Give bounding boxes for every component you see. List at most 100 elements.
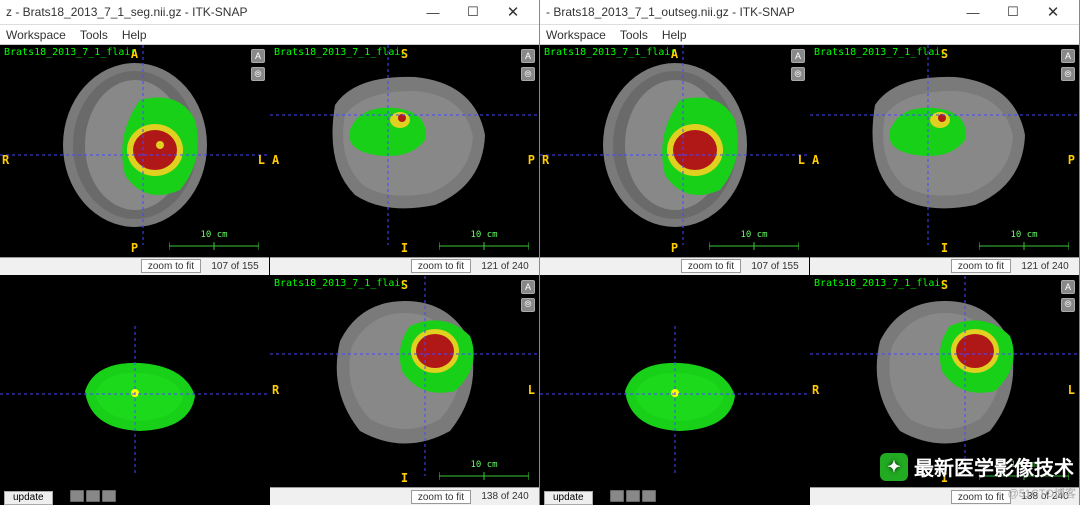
zoom-to-fit-button[interactable]: zoom to fit [411, 259, 471, 273]
blog-credit: @51CTO博客 [1008, 485, 1076, 501]
pane-statusbar: zoom to fit 138 of 240 [270, 487, 539, 505]
scale-bar: 10 cm [439, 230, 529, 251]
expand-icon[interactable]: A [521, 49, 535, 63]
watermark-text: 最新医学影像技术 [914, 452, 1074, 481]
zoom-to-fit-button[interactable]: zoom to fit [411, 490, 471, 504]
menu-tools[interactable]: Tools [620, 28, 648, 42]
orient-left: L [528, 383, 535, 397]
expand-icon[interactable]: A [251, 49, 265, 63]
menubar: Workspace Tools Help [540, 25, 1079, 45]
menu-help[interactable]: Help [662, 28, 687, 42]
orient-superior: S [401, 47, 408, 61]
render-3d-pane[interactable]: update [540, 276, 809, 505]
close-button[interactable]: ✕ [493, 1, 533, 23]
expand-icon[interactable]: A [791, 49, 805, 63]
coronal-pane[interactable]: Brats18_2013_7_1_flair S I R L A⦾ [270, 276, 539, 505]
render-3d-mesh [605, 351, 745, 441]
overlay-title: Brats18_2013_7_1_flair [544, 47, 676, 58]
camera-icon[interactable] [86, 490, 100, 502]
axial-seg [110, 90, 230, 210]
minimize-button[interactable]: — [953, 1, 993, 23]
itk-snap-window-right: - Brats18_2013_7_1_outseg.nii.gz - ITK-S… [540, 0, 1080, 505]
orient-right: R [2, 153, 9, 167]
zoom-to-fit-button[interactable]: zoom to fit [951, 259, 1011, 273]
sagittal-seg [880, 100, 980, 170]
orient-inferior: I [941, 241, 948, 255]
wechat-icon: ✦ [880, 453, 908, 481]
render-tools [70, 487, 116, 505]
zoom-to-fit-button[interactable]: zoom to fit [951, 490, 1011, 504]
camera-icon[interactable]: ⦾ [521, 298, 535, 312]
menu-workspace[interactable]: Workspace [546, 28, 606, 42]
camera-icon[interactable]: ⦾ [1061, 67, 1075, 81]
axial-pane[interactable]: Brats18_2013_7_1_flair A P R L A⦾ 10 cm … [540, 45, 809, 275]
titlebar[interactable]: z - Brats18_2013_7_1_seg.nii.gz - ITK-SN… [0, 0, 539, 25]
reset-icon[interactable] [642, 490, 656, 502]
titlebar[interactable]: - Brats18_2013_7_1_outseg.nii.gz - ITK-S… [540, 0, 1079, 25]
expand-icon[interactable]: A [521, 280, 535, 294]
scale-bar: 10 cm [709, 230, 799, 251]
screenshot-icon[interactable] [70, 490, 84, 502]
sagittal-pane[interactable]: Brats18_2013_7_1_flair S I A P A⦾ 10 cm … [810, 45, 1079, 275]
orient-inferior: I [401, 241, 408, 255]
expand-icon[interactable]: A [1061, 280, 1075, 294]
menu-workspace[interactable]: Workspace [6, 28, 66, 42]
itk-snap-window-left: z - Brats18_2013_7_1_seg.nii.gz - ITK-SN… [0, 0, 540, 505]
orient-superior: S [941, 47, 948, 61]
sagittal-pane[interactable]: Brats18_2013_7_1_flair S I A P A⦾ [270, 45, 539, 275]
pane-statusbar: zoom to fit 107 of 155 [540, 257, 809, 275]
camera-icon[interactable]: ⦾ [791, 67, 805, 81]
close-button[interactable]: ✕ [1033, 1, 1073, 23]
render-3d-mesh [65, 351, 205, 441]
overlay-title: Brats18_2013_7_1_flair [814, 278, 946, 289]
window-title: z - Brats18_2013_7_1_seg.nii.gz - ITK-SN… [6, 5, 413, 19]
watermark: ✦ 最新医学影像技术 [880, 452, 1074, 481]
slice-indicator: 107 of 155 [745, 261, 805, 272]
overlay-title: Brats18_2013_7_1_flair [274, 278, 406, 289]
coronal-seg [390, 311, 490, 401]
scale-bar: 10 cm [169, 230, 259, 251]
expand-icon[interactable]: A [1061, 49, 1075, 63]
orient-left: L [258, 153, 265, 167]
menu-help[interactable]: Help [122, 28, 147, 42]
camera-icon[interactable]: ⦾ [251, 67, 265, 81]
update-button[interactable]: update [4, 491, 53, 505]
orient-anterior: A [812, 153, 819, 167]
orient-right: R [272, 383, 279, 397]
maximize-button[interactable]: ☐ [453, 1, 493, 23]
zoom-to-fit-button[interactable]: zoom to fit [681, 259, 741, 273]
axial-seg [650, 90, 770, 210]
orient-posterior: P [671, 241, 678, 255]
orient-left: L [798, 153, 805, 167]
overlay-title: Brats18_2013_7_1_flair [4, 47, 136, 58]
camera-icon[interactable]: ⦾ [1061, 298, 1075, 312]
reset-icon[interactable] [102, 490, 116, 502]
camera-icon[interactable] [626, 490, 640, 502]
minimize-button[interactable]: — [413, 1, 453, 23]
orient-anterior: A [131, 47, 138, 61]
pane-statusbar: zoom to fit 107 of 155 [0, 257, 269, 275]
update-button[interactable]: update [544, 491, 593, 505]
maximize-button[interactable]: ☐ [993, 1, 1033, 23]
screenshot-icon[interactable] [610, 490, 624, 502]
render-3d-pane[interactable]: update [0, 276, 269, 505]
camera-icon[interactable]: ⦾ [521, 67, 535, 81]
menubar: Workspace Tools Help [0, 25, 539, 45]
pane-tools: A ⦾ [251, 49, 265, 81]
coronal-seg [930, 311, 1030, 401]
render-tools [610, 487, 656, 505]
quad-view: Brats18_2013_7_1_flair A P R L A ⦾ [0, 45, 539, 505]
menu-tools[interactable]: Tools [80, 28, 108, 42]
sagittal-seg [340, 100, 440, 170]
pane-statusbar: zoom to fit 121 of 240 [810, 257, 1079, 275]
zoom-to-fit-button[interactable]: zoom to fit [141, 259, 201, 273]
orient-posterior: P [1068, 153, 1075, 167]
slice-indicator: 121 of 240 [475, 261, 535, 272]
scale-bar: 10 cm [439, 460, 529, 481]
scale-bar: 10 cm [979, 230, 1069, 251]
axial-pane[interactable]: Brats18_2013_7_1_flair A P R L A ⦾ [0, 45, 269, 275]
slice-indicator: 121 of 240 [1015, 261, 1075, 272]
orient-right: R [542, 153, 549, 167]
slice-indicator: 138 of 240 [475, 491, 535, 502]
orient-inferior: I [401, 471, 408, 485]
